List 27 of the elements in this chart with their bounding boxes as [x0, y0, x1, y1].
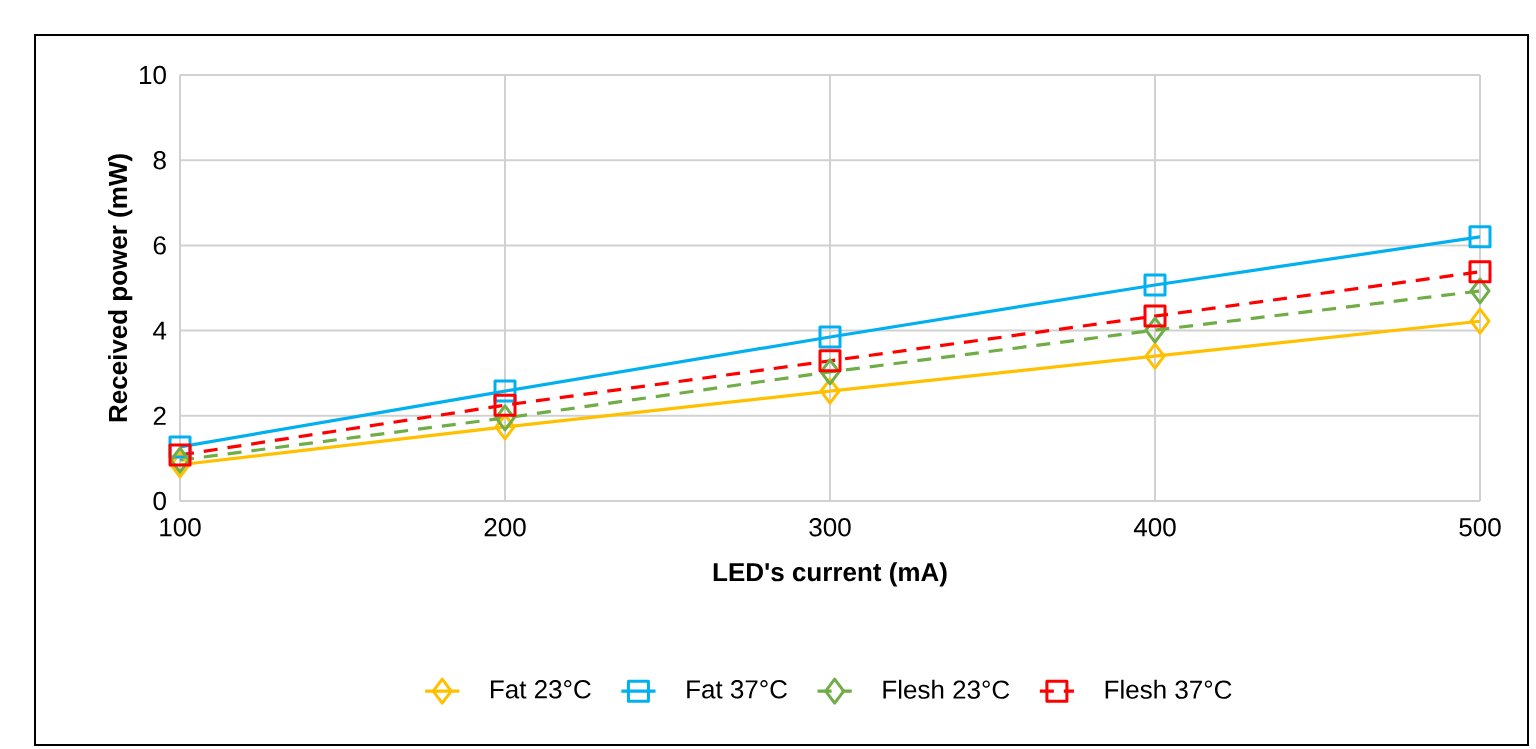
point — [1468, 260, 1492, 284]
y-tick-label: 10 — [140, 65, 166, 85]
legend-label: Flesh 23°C — [883, 679, 1010, 699]
x-tick-label: 200 — [484, 518, 526, 537]
point — [1469, 307, 1491, 335]
point — [818, 349, 842, 373]
point — [1468, 225, 1492, 249]
x-tick-label: 300 — [809, 518, 851, 537]
y-tick-label: 2 — [153, 406, 166, 425]
y-axis-title: Received power (mW) — [108, 154, 133, 422]
legend-label: Fat 23°C — [491, 680, 591, 699]
point — [818, 325, 842, 349]
point — [1143, 273, 1167, 297]
x-tick-label: 500 — [1459, 518, 1501, 537]
y-tick-label: 0 — [153, 491, 166, 511]
y-tick-label: 8 — [153, 150, 166, 170]
point — [1144, 342, 1166, 370]
point — [168, 443, 192, 467]
y-tick-label: 4 — [153, 321, 167, 340]
legend-label: Flesh 37°C — [1105, 679, 1232, 699]
y-tick-label: 6 — [153, 236, 166, 255]
legend-label: Fat 37°C — [687, 680, 787, 699]
point — [1143, 304, 1167, 328]
point — [493, 393, 517, 417]
x-tick-label: 400 — [1133, 518, 1176, 537]
x-tick-label: 100 — [160, 518, 201, 537]
x-axis-title: LED's current (mA) — [713, 562, 947, 587]
